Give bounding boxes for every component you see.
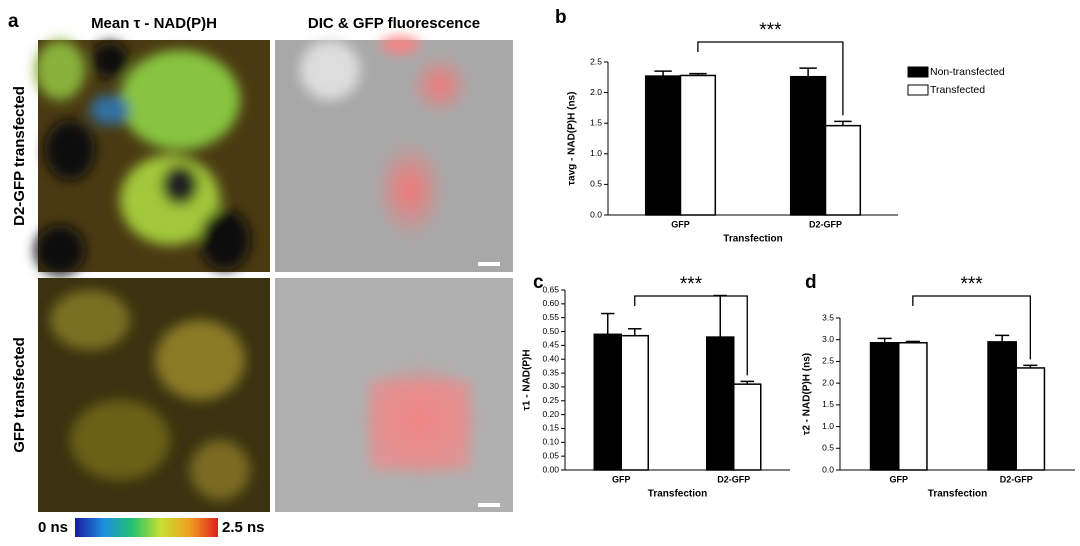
column-title: Mean τ - NAD(P)H	[91, 15, 217, 32]
y-tick-label: 0.10	[542, 437, 559, 447]
y-tick-label: 0.00	[542, 464, 559, 474]
bar	[869, 342, 900, 471]
legend-swatch	[907, 66, 929, 78]
y-tick-label: 0.05	[542, 450, 559, 460]
bar	[789, 75, 827, 216]
x-axis-title: Transfection	[928, 489, 987, 500]
bar	[824, 124, 862, 216]
y-tick-label: 0.50	[542, 326, 559, 336]
y-tick-label: 1.0	[822, 421, 834, 431]
y-tick-label: 2.0	[590, 87, 602, 97]
x-tick-label: GFP	[671, 219, 690, 229]
significance-bracket	[634, 295, 748, 376]
bar	[593, 333, 622, 471]
significance-bracket	[697, 41, 844, 116]
y-tick-label: 0.0	[822, 464, 834, 474]
y-tick-label: 1.5	[590, 117, 602, 127]
y-tick-label: 2.5	[590, 56, 602, 66]
y-tick-label: 1.0	[590, 148, 602, 158]
legend-label: Transfected	[930, 84, 985, 96]
y-tick-label: 3.5	[822, 312, 834, 322]
legend-swatch	[907, 84, 929, 96]
y-tick-label: 0.55	[542, 312, 559, 322]
y-tick-label: 0.5	[822, 443, 834, 453]
significance-bracket	[912, 295, 1031, 360]
row-title: D2-GFP transfected	[11, 86, 28, 226]
colorbar	[75, 518, 218, 537]
bar	[706, 336, 735, 471]
y-tick-label: 0.65	[542, 284, 559, 294]
y-tick-label: 0.15	[542, 423, 559, 433]
y-tick-label: 0.20	[542, 409, 559, 419]
panel-label: a	[8, 11, 19, 32]
y-tick-label: 0.35	[542, 367, 559, 377]
y-tick-label: 0.60	[542, 298, 559, 308]
panel-label: b	[555, 7, 567, 28]
micrograph	[38, 278, 270, 512]
colorbar-label: 2.5 ns	[222, 519, 265, 536]
x-axis-title: Transfection	[648, 489, 707, 500]
annotation: ***	[961, 274, 984, 295]
colorbar-label: 0 ns	[38, 519, 68, 536]
x-tick-label: D2-GFP	[1000, 474, 1033, 484]
bar	[987, 341, 1017, 471]
annotation: ***	[759, 20, 782, 41]
micrograph	[275, 278, 513, 512]
bar	[679, 74, 717, 216]
x-tick-label: D2-GFP	[717, 474, 750, 484]
y-tick-label: 0.40	[542, 353, 559, 363]
panel-label: d	[805, 272, 817, 293]
y-axis-title: τ2 - NAD(P)H (ns)	[802, 353, 813, 435]
x-axis-title: Transfection	[723, 234, 782, 245]
bar	[733, 383, 762, 471]
column-title: DIC & GFP fluorescence	[308, 15, 480, 32]
y-tick-label: 2.0	[822, 377, 834, 387]
x-tick-label: D2-GFP	[809, 219, 842, 229]
bar	[644, 75, 682, 216]
x-tick-label: GFP	[612, 474, 631, 484]
y-axis-title: τ1 - NAD(P)H	[522, 349, 533, 410]
y-tick-label: 2.5	[822, 356, 834, 366]
bar	[620, 334, 649, 471]
row-title: GFP transfected	[11, 337, 28, 453]
y-tick-label: 0.25	[542, 395, 559, 405]
legend-label: Non-transfected	[930, 66, 1005, 78]
annotation: ***	[680, 274, 703, 295]
y-tick-label: 0.0	[590, 209, 602, 219]
micrograph	[35, 40, 270, 275]
y-axis-title: τavg - NAD(P)H (ns)	[567, 92, 578, 186]
y-tick-label: 3.0	[822, 334, 834, 344]
x-tick-label: GFP	[889, 474, 908, 484]
bar	[1015, 367, 1046, 471]
y-tick-label: 1.5	[822, 399, 834, 409]
micrograph	[275, 37, 513, 272]
bar	[898, 342, 928, 471]
y-tick-label: 0.5	[590, 179, 602, 189]
y-tick-label: 0.45	[542, 340, 559, 350]
panel-label: c	[533, 272, 544, 293]
y-tick-label: 0.30	[542, 381, 559, 391]
